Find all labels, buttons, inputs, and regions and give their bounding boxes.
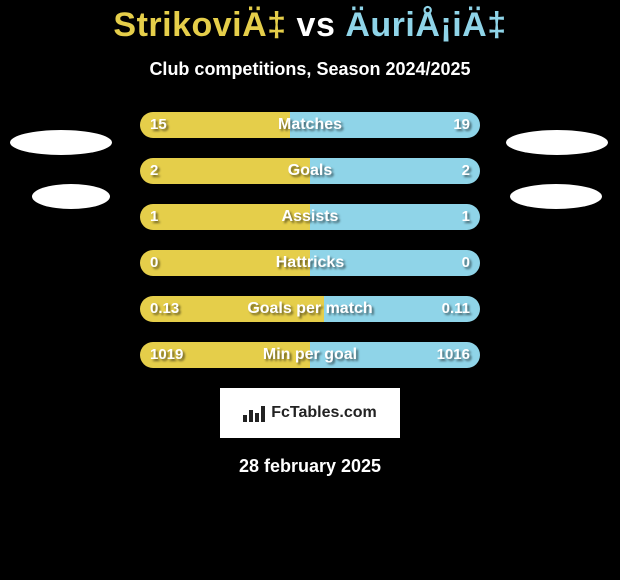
avatar-player2-large xyxy=(506,130,608,155)
avatar-player2-small xyxy=(510,184,602,209)
stat-row: 00Hattricks xyxy=(140,250,480,276)
stat-label: Hattricks xyxy=(140,250,480,276)
stat-row: 22Goals xyxy=(140,158,480,184)
date: 28 february 2025 xyxy=(0,456,620,477)
brand-badge: FcTables.com xyxy=(220,388,400,438)
stat-rows: 1519Matches 22Goals 11Assists 00Hattricks 0.… xyxy=(140,112,480,368)
stat-label: Assists xyxy=(140,204,480,230)
stat-label: Matches xyxy=(140,112,480,138)
comparison-card: StrikoviÄ‡ vs ÄuriÅ¡iÄ‡ Club competition… xyxy=(0,6,620,580)
stat-row: 11Assists xyxy=(140,204,480,230)
title-vs: vs xyxy=(297,6,336,44)
avatar-player1-large xyxy=(10,130,112,155)
stat-label: Goals xyxy=(140,158,480,184)
stat-label: Min per goal xyxy=(140,342,480,368)
title-player1: StrikoviÄ‡ xyxy=(113,6,286,44)
avatar-player1-small xyxy=(32,184,110,209)
stat-row: 0.130.11Goals per match xyxy=(140,296,480,322)
stat-row: 10191016Min per goal xyxy=(140,342,480,368)
title: StrikoviÄ‡ vs ÄuriÅ¡iÄ‡ xyxy=(0,6,620,45)
brand-text: FcTables.com xyxy=(271,404,377,422)
stat-label: Goals per match xyxy=(140,296,480,322)
title-player2: ÄuriÅ¡iÄ‡ xyxy=(345,6,506,44)
subtitle: Club competitions, Season 2024/2025 xyxy=(0,59,620,80)
brand-bars-icon xyxy=(243,404,265,422)
stat-row: 1519Matches xyxy=(140,112,480,138)
